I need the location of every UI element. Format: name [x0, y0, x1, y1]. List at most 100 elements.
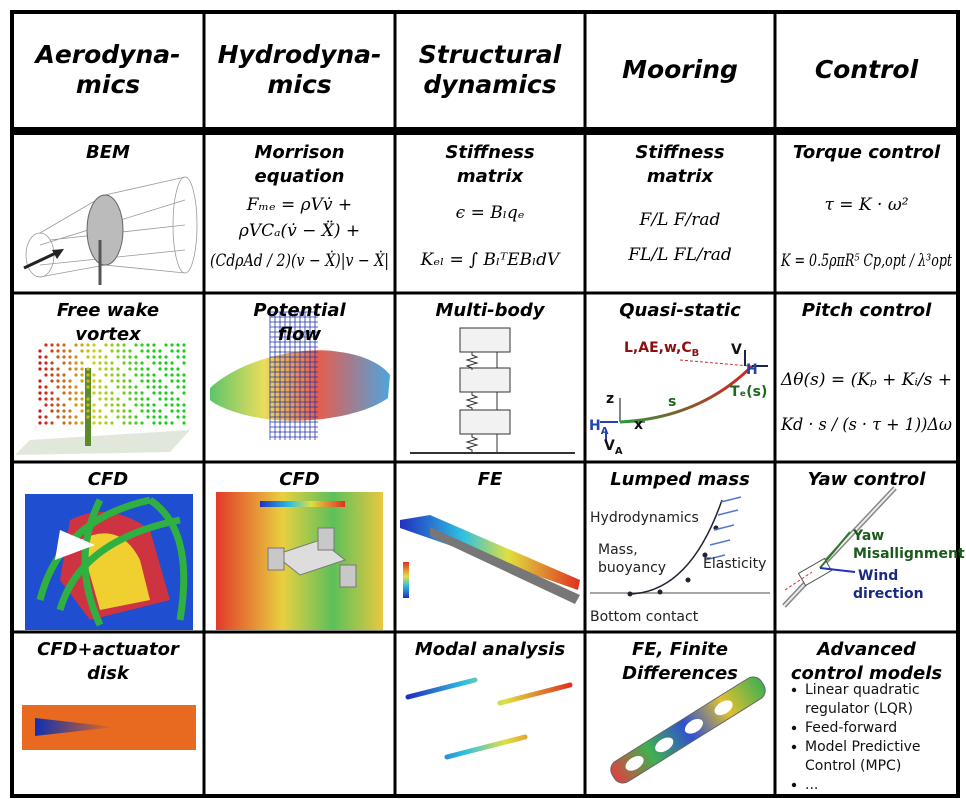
- illustration-part: [182, 373, 186, 377]
- illustration-part: [146, 415, 150, 419]
- illustration-part: [267, 527, 357, 588]
- illustration-part: [629, 499, 723, 595]
- formula: ϵ = Bₗqₑ: [456, 203, 525, 223]
- illustration-part: [110, 379, 114, 383]
- illustration-part: [50, 367, 54, 371]
- image-label: Elasticity: [703, 556, 766, 572]
- illustration-part: [110, 391, 114, 395]
- image-label: buoyancy: [598, 560, 666, 576]
- illustration-part: [56, 415, 60, 419]
- illustration-part: [134, 343, 138, 347]
- bullet-text: Control (MPC): [805, 758, 901, 774]
- illustration-part: [74, 355, 78, 359]
- illustration-part: [116, 349, 120, 353]
- illustration-part: [44, 361, 48, 365]
- formula: K = 0.5ρπR⁵ Cp,opt / λ³opt: [780, 251, 952, 271]
- label-text: L,AE,w,C: [624, 340, 692, 356]
- illustration-part: [182, 379, 186, 383]
- illustration-part: [182, 421, 186, 425]
- illustration-part: [146, 379, 150, 383]
- image-label: Bottom contact: [590, 609, 699, 625]
- illustration-part: [317, 527, 335, 551]
- label-subscript: A: [615, 446, 623, 457]
- illustration-part: [176, 373, 180, 377]
- illustration-part: [122, 385, 126, 389]
- illustration-part: [56, 385, 60, 389]
- illustration-part: [44, 391, 48, 395]
- bullet: [791, 725, 797, 731]
- cell-title: BEM: [86, 142, 130, 163]
- illustration-part: [110, 367, 114, 371]
- cell-title: flow: [278, 324, 322, 345]
- formula: Kₑₗ = ∫ BₗᵀEBₗdV: [420, 250, 561, 270]
- illustration-part: [459, 327, 511, 453]
- illustration-part: [38, 421, 42, 425]
- illustration-part: [146, 355, 150, 359]
- image-label: direction: [853, 586, 924, 602]
- illustration-part: [68, 409, 72, 413]
- illustration-part: [158, 361, 162, 365]
- illustration-part: [68, 379, 72, 383]
- illustration-part: [164, 373, 168, 377]
- illustration-part: [182, 403, 186, 407]
- illustration-part: [116, 355, 120, 359]
- illustration-part: [128, 385, 132, 389]
- illustration-part: [170, 379, 174, 383]
- illustration-part: [104, 361, 108, 365]
- illustration-part: [56, 373, 60, 377]
- illustration-part: [110, 397, 114, 401]
- image-label: Wind: [858, 568, 898, 584]
- cell-title: FE: [478, 469, 503, 490]
- illustration-part: [140, 409, 144, 413]
- formula: Fₘₑ = ρVv̇ +: [246, 195, 352, 215]
- illustration-part: [104, 421, 108, 425]
- illustration-part: [116, 343, 120, 347]
- illustration-part: [714, 700, 733, 716]
- illustration-part: [80, 397, 84, 401]
- illustration-part: [128, 391, 132, 395]
- illustration-part: [704, 496, 742, 561]
- illustration-part: [170, 343, 174, 347]
- image-label: HA: [589, 418, 609, 437]
- illustration-part: [158, 409, 162, 413]
- illustration-part: [80, 343, 84, 347]
- illustration-part: [86, 194, 124, 266]
- illustration-part: [74, 397, 78, 401]
- illustration-part: [86, 409, 90, 413]
- illustration-part: [176, 379, 180, 383]
- image-label: VA: [604, 438, 623, 457]
- illustration-part: [122, 409, 126, 413]
- illustration-part: [44, 343, 48, 347]
- illustration-part: [164, 397, 168, 401]
- column-header: mics: [76, 70, 140, 99]
- illustration-part: [158, 415, 162, 419]
- illustration-part: [80, 367, 84, 371]
- illustration-part: [74, 373, 78, 377]
- illustration-part: [170, 397, 174, 401]
- column-header: mics: [267, 70, 331, 99]
- illustration-part: [122, 403, 126, 407]
- cell-title: equation: [254, 166, 344, 187]
- illustration-part: [92, 403, 96, 407]
- illustration-part: [170, 403, 174, 407]
- illustration-part: [146, 373, 150, 377]
- illustration-part: [98, 379, 102, 383]
- illustration-part: [44, 415, 48, 419]
- illustration-part: [116, 373, 120, 377]
- illustration-part: [627, 525, 719, 597]
- cell-title: CFD: [279, 469, 320, 490]
- label-text: Bottom contact: [590, 609, 699, 625]
- illustration-part: [182, 355, 186, 359]
- illustration-part: [98, 415, 102, 419]
- illustration-part: [62, 379, 66, 383]
- illustration-part: [104, 385, 108, 389]
- illustration-part: [140, 421, 144, 425]
- illustration-part: [80, 373, 84, 377]
- image-label: L,AE,w,CB: [624, 340, 699, 359]
- illustration-part: [56, 397, 60, 401]
- illustration-part: [92, 391, 96, 395]
- illustration-part: [50, 421, 54, 425]
- illustration-part: [86, 355, 90, 359]
- cell-title: Stiffness: [635, 142, 724, 163]
- cell-title: Torque control: [793, 142, 941, 163]
